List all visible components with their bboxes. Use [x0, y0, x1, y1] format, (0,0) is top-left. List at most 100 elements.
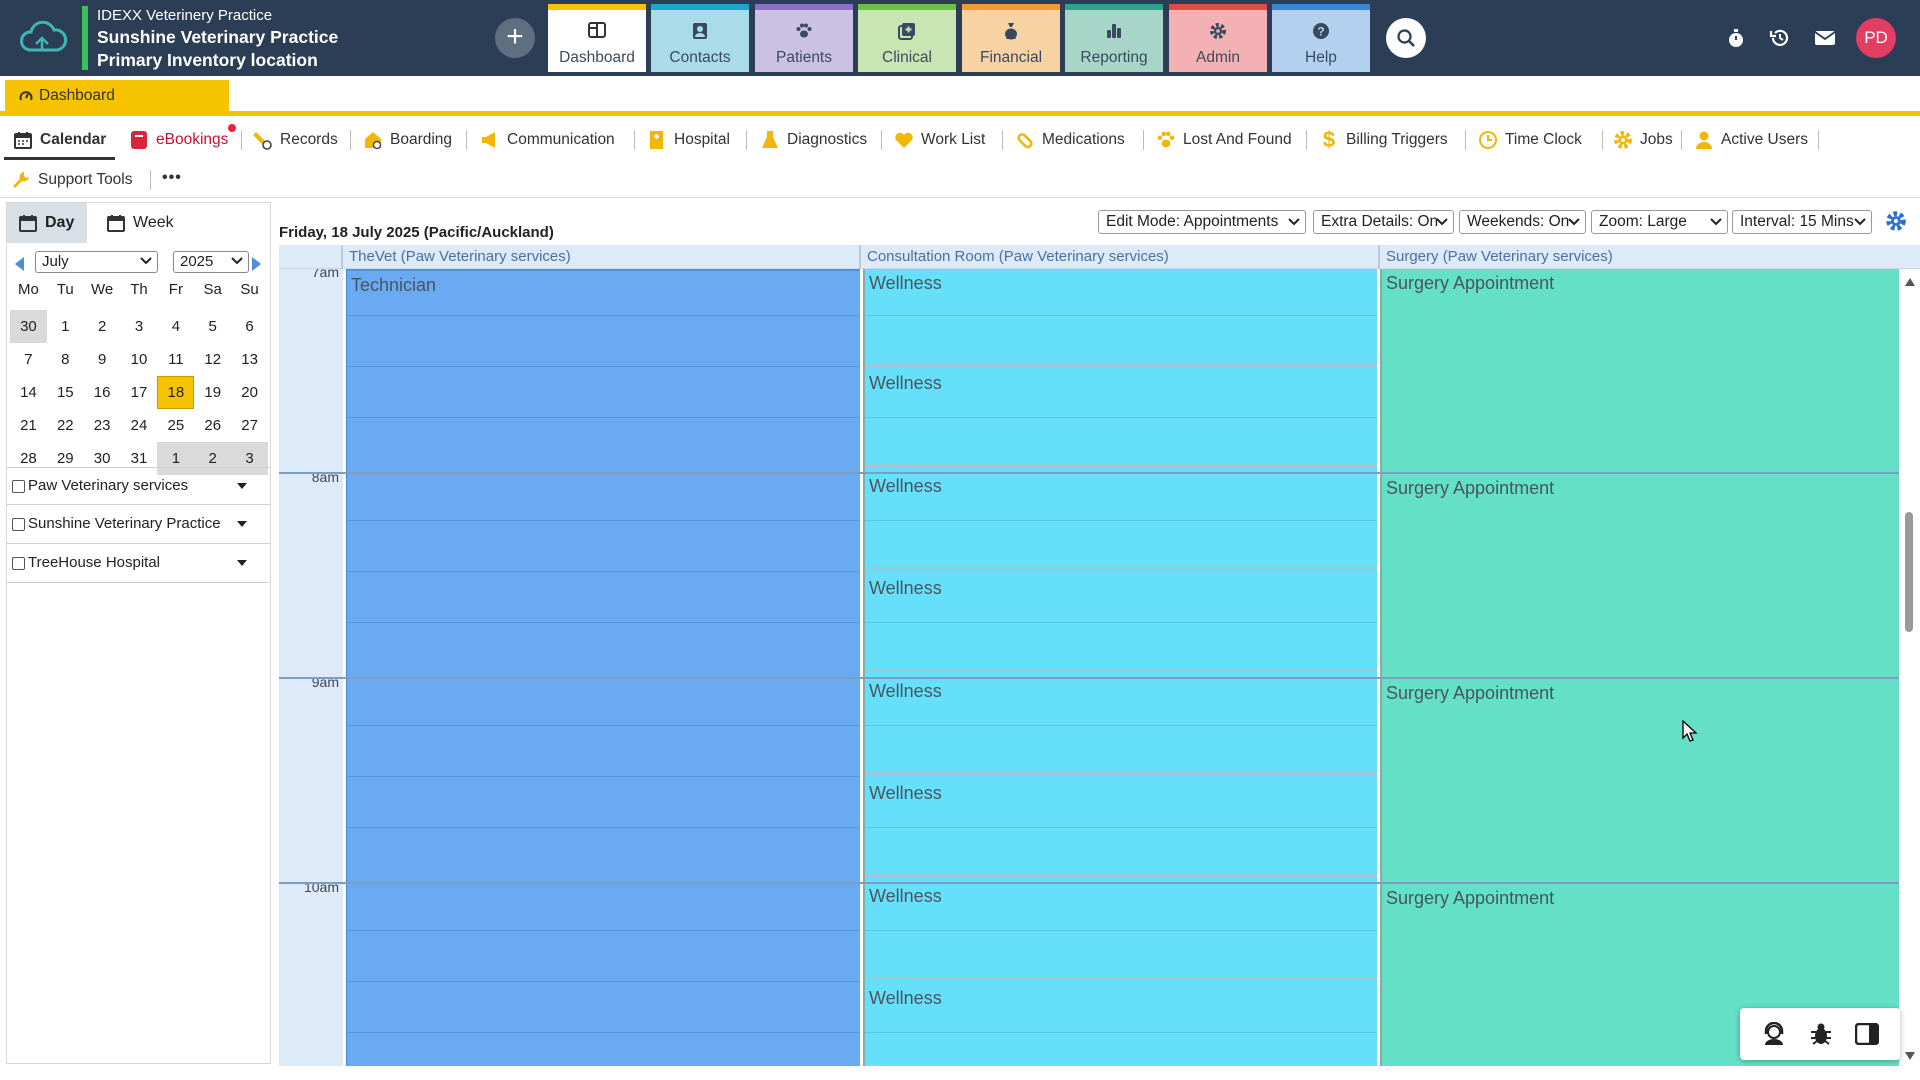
calendar-day[interactable]: 22	[56, 417, 74, 434]
calendar-day[interactable]: 3	[134, 318, 144, 335]
toolbar-lost-and-found[interactable]: Lost And Found	[1155, 122, 1292, 158]
calendar-day[interactable]: 16	[93, 384, 111, 401]
calendar-day[interactable]: 3	[231, 442, 269, 475]
resource-header-thevet[interactable]: TheVet (Paw Veterinary services)	[341, 245, 858, 269]
calendar-day[interactable]: 31	[130, 450, 148, 467]
nav-tab-contacts[interactable]: Contacts	[651, 4, 749, 72]
schedule-scrollbar[interactable]	[1901, 272, 1919, 1064]
toolbar-jobs[interactable]: Jobs	[1612, 122, 1673, 158]
caret-down-icon[interactable]	[237, 521, 247, 527]
appointment-slot[interactable]: Wellness	[865, 984, 1377, 1066]
group-checkbox[interactable]	[12, 557, 25, 570]
group-sunshine-veterinary[interactable]: Sunshine Veterinary Practice	[7, 506, 270, 544]
mail-icon[interactable]	[1813, 26, 1837, 50]
calendar-day[interactable]: 8	[61, 351, 70, 368]
toolbar-calendar[interactable]: Calendar	[4, 122, 115, 160]
tab-dashboard[interactable]: Dashboard	[5, 80, 229, 111]
nav-tab-reporting[interactable]: Reporting	[1065, 4, 1163, 72]
caret-down-icon[interactable]	[237, 483, 247, 489]
group-checkbox[interactable]	[12, 518, 25, 531]
scrollbar-thumb[interactable]	[1905, 512, 1913, 632]
zoom-select[interactable]: Zoom: Large	[1591, 210, 1728, 234]
nav-tab-help[interactable]: ? Help	[1272, 4, 1370, 72]
calendar-day[interactable]: 21	[20, 417, 37, 434]
group-treehouse-hospital[interactable]: TreeHouse Hospital	[7, 545, 270, 583]
calendar-day[interactable]: 1	[157, 442, 195, 475]
calendar-day[interactable]: 13	[241, 351, 258, 368]
nav-tab-dashboard[interactable]: Dashboard	[548, 4, 646, 72]
stopwatch-icon[interactable]	[1724, 26, 1748, 50]
toolbar-active-users[interactable]: Active Users	[1693, 122, 1808, 158]
toolbar-time-clock[interactable]: Time Clock	[1477, 122, 1582, 158]
calendar-day[interactable]: 30	[93, 450, 111, 467]
toolbar-work-list[interactable]: Work List	[893, 122, 985, 158]
calendar-day[interactable]: 2	[194, 442, 232, 475]
next-month-icon[interactable]	[251, 256, 263, 272]
calendar-day[interactable]: 2	[97, 318, 107, 335]
calendar-day[interactable]: 30	[10, 310, 47, 343]
calendar-day[interactable]: 12	[204, 351, 222, 368]
toolbar-hospital[interactable]: Hospital	[646, 122, 730, 158]
calendar-day[interactable]: 5	[208, 318, 217, 335]
toolbar-diagnostics[interactable]: Diagnostics	[759, 122, 867, 158]
scroll-down-icon[interactable]	[1905, 1052, 1915, 1060]
toolbar-communication[interactable]: Communication	[479, 122, 615, 158]
resource-header-surgery[interactable]: Surgery (Paw Veterinary services)	[1378, 245, 1899, 269]
nav-tab-patients[interactable]: Patients	[755, 4, 853, 72]
nav-tab-admin[interactable]: Admin	[1169, 4, 1267, 72]
calendar-day[interactable]: 17	[130, 384, 148, 401]
support-agent-icon[interactable]	[1761, 1022, 1787, 1046]
cloud-logo-icon[interactable]	[18, 16, 68, 60]
interval-select[interactable]: Interval: 15 Mins	[1732, 210, 1872, 234]
toolbar-support-tools[interactable]: Support Tools	[10, 162, 133, 198]
calendar-day[interactable]: 6	[245, 318, 254, 335]
toolbar-ebookings[interactable]: eBookings	[128, 122, 228, 158]
calendar-day[interactable]: 24	[130, 417, 148, 434]
more-tools-button[interactable]: •••	[162, 169, 182, 186]
resource-header-consultation-room[interactable]: Consultation Room (Paw Veterinary servic…	[859, 245, 1377, 269]
appointment-slot[interactable]: Technician	[347, 269, 860, 1066]
toolbar-records[interactable]: Records	[252, 122, 338, 158]
user-avatar[interactable]: PD	[1856, 18, 1896, 58]
search-button[interactable]	[1386, 18, 1426, 58]
calendar-day[interactable]: 26	[204, 417, 222, 434]
appointment-slot[interactable]: Wellness	[865, 677, 1377, 775]
settings-gear-icon[interactable]	[1885, 210, 1907, 232]
calendar-day[interactable]: 20	[241, 384, 258, 401]
calendar-day[interactable]: 23	[93, 417, 111, 434]
calendar-day[interactable]: 4	[171, 318, 181, 335]
month-select[interactable]: July	[35, 251, 158, 273]
group-paw-veterinary[interactable]: Paw Veterinary services	[7, 467, 270, 505]
appointment-slot[interactable]: Wellness	[865, 472, 1377, 570]
nav-tab-clinical[interactable]: Clinical	[858, 4, 956, 72]
toolbar-boarding[interactable]: Boarding	[362, 122, 452, 158]
appointment-slot[interactable]: Wellness	[865, 779, 1377, 877]
calendar-day[interactable]: 10	[130, 351, 148, 368]
appointment-slot[interactable]: Wellness	[865, 369, 1377, 467]
location-name[interactable]: Primary Inventory location	[97, 50, 318, 70]
calendar-day-selected[interactable]: 18	[157, 376, 195, 409]
extra-details-select[interactable]: Extra Details: On	[1313, 210, 1454, 234]
appointment-slot[interactable]: Wellness	[865, 882, 1377, 980]
appointment-slot[interactable]: Surgery Appointment	[1382, 884, 1899, 1066]
appointment-slot[interactable]: Wellness	[865, 574, 1377, 672]
calendar-day[interactable]: 25	[167, 417, 185, 434]
year-select[interactable]: 2025	[173, 251, 249, 273]
calendar-day[interactable]: 14	[20, 384, 37, 401]
calendar-day[interactable]: 19	[204, 384, 222, 401]
caret-down-icon[interactable]	[237, 560, 247, 566]
calendar-day[interactable]: 27	[241, 417, 258, 434]
group-checkbox[interactable]	[12, 480, 25, 493]
calendar-day[interactable]: 28	[20, 450, 37, 467]
weekends-select[interactable]: Weekends: On	[1459, 210, 1586, 234]
add-button[interactable]: +	[495, 18, 535, 58]
bug-icon[interactable]	[1809, 1022, 1833, 1046]
calendar-day[interactable]: 9	[97, 351, 107, 368]
calendar-day[interactable]: 29	[56, 450, 74, 467]
nav-tab-financial[interactable]: Financial	[962, 4, 1060, 72]
prev-month-icon[interactable]	[13, 256, 25, 272]
edit-mode-select[interactable]: Edit Mode: Appointments	[1098, 210, 1306, 234]
appointment-slot[interactable]: Surgery Appointment	[1382, 679, 1899, 879]
toolbar-medications[interactable]: Medications	[1014, 122, 1125, 158]
tab-week[interactable]: Week	[95, 203, 185, 243]
